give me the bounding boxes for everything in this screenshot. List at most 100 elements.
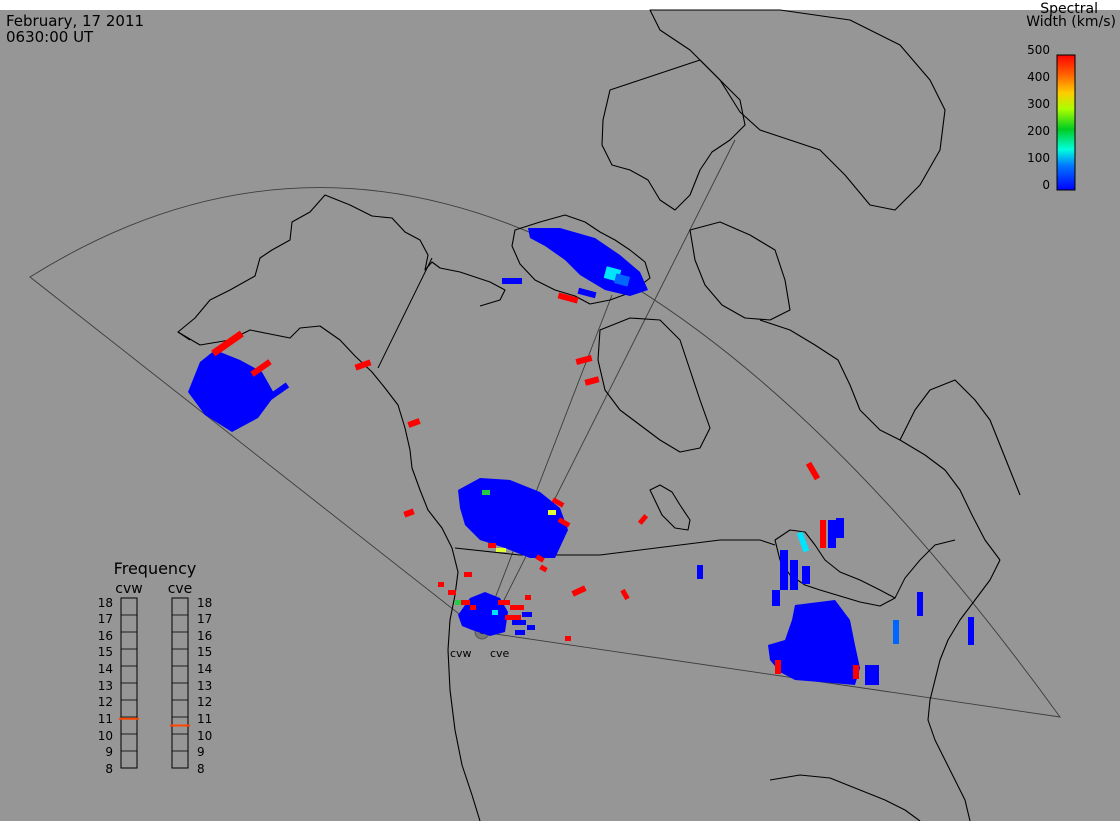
- echo-region: [458, 478, 568, 558]
- spectral-width-colorbar: Spectral Width (km/s) 500 400 300 200 10…: [1026, 1, 1116, 192]
- echo-cell: [438, 582, 444, 587]
- echo-cell: [613, 273, 631, 287]
- alaska-canada-border: [377, 257, 433, 369]
- echo-cell: [525, 595, 531, 600]
- echo-cell: [565, 636, 571, 641]
- frequency-label-cvw: cvw: [115, 581, 142, 597]
- echo-cell: [354, 359, 372, 371]
- echo-cell: [448, 590, 456, 595]
- frequency-grid: [121, 614, 188, 752]
- echo-cell: [211, 330, 244, 357]
- lake-winnipeg: [649, 484, 691, 531]
- freq-tick-left: 17: [98, 612, 113, 626]
- colorbar-tick: 0: [1042, 178, 1050, 192]
- freq-tick-left: 9: [105, 745, 113, 759]
- echo-cell: [557, 517, 571, 528]
- echo-cell: [460, 600, 470, 605]
- echo-cell: [407, 418, 421, 428]
- freq-tick-left: 14: [98, 662, 113, 676]
- echo-cell: [577, 287, 597, 299]
- echo-cell: [515, 630, 525, 635]
- echo-cell: [805, 461, 821, 481]
- freq-tick-right: 13: [197, 679, 212, 693]
- echo-cell: [512, 620, 526, 625]
- canada-usa-east-border: [894, 539, 956, 599]
- map-background: [0, 10, 1120, 821]
- beam-line-cvw: [481, 294, 613, 633]
- echo-cell: [968, 617, 974, 645]
- colorbar-tick: 100: [1027, 151, 1050, 165]
- baffin-island: [689, 221, 791, 321]
- echo-cell: [470, 605, 476, 610]
- echo-cell: [539, 564, 548, 573]
- echo-cell: [796, 531, 810, 553]
- canada-usa-border: [454, 539, 776, 556]
- echo-cell: [403, 508, 415, 518]
- freq-tick-right: 8: [197, 762, 205, 776]
- echo-region: [458, 592, 508, 636]
- colorbar-tick: 400: [1027, 70, 1050, 84]
- alaska-coastline: [177, 194, 506, 341]
- scatter-echoes: [188, 228, 974, 685]
- labrador-quebec-coast: [759, 319, 1001, 561]
- echo-cell: [496, 548, 506, 552]
- frequency-label-cve: cve: [168, 581, 193, 597]
- echo-cell: [697, 565, 703, 579]
- echo-cell: [557, 292, 579, 304]
- freq-tick-left: 16: [98, 629, 113, 643]
- echo-cell: [502, 278, 522, 284]
- freq-tick-left: 18: [98, 596, 113, 610]
- echo-cell: [853, 665, 859, 679]
- echo-cell: [498, 600, 510, 605]
- freq-tick-right: 12: [197, 695, 212, 709]
- colorbar-title-line2: Width (km/s): [1026, 14, 1116, 30]
- echo-cell: [637, 514, 649, 525]
- echo-cell: [464, 572, 472, 577]
- east-coast-usa: [927, 559, 1001, 821]
- freq-tick-right: 9: [197, 745, 205, 759]
- echo-cell: [917, 592, 923, 616]
- freq-tick-right: 14: [197, 662, 212, 676]
- freq-tick-right: 18: [197, 596, 212, 610]
- freq-tick-left: 10: [98, 729, 113, 743]
- colorbar-tick: 200: [1027, 124, 1050, 138]
- echo-cell: [482, 490, 490, 495]
- freq-tick-right: 10: [197, 729, 212, 743]
- echo-cell: [820, 520, 826, 548]
- echo-region: [768, 600, 860, 685]
- echo-cell: [548, 510, 556, 515]
- freq-tick-right: 11: [197, 712, 212, 726]
- freq-tick-right: 17: [197, 612, 212, 626]
- freq-tick-left: 13: [98, 679, 113, 693]
- frequency-tick-labels: 18 17 16 15 14 13 12 11 10 9 8 18 17 16 …: [98, 596, 213, 776]
- colorbar-tick: 500: [1027, 43, 1050, 57]
- borders: [377, 257, 956, 599]
- echo-cell: [584, 376, 600, 386]
- radar-label-cvw: cvw: [450, 647, 472, 660]
- echo-cell: [575, 355, 593, 365]
- colorbar-gradient: [1056, 54, 1076, 191]
- radar-label-cve: cve: [490, 647, 510, 660]
- echo-cell: [505, 615, 521, 620]
- echo-cell: [772, 590, 780, 606]
- colorbar-tick: 300: [1027, 97, 1050, 111]
- freq-tick-left: 8: [105, 762, 113, 776]
- echo-cell: [802, 566, 810, 584]
- echo-cell: [790, 560, 798, 590]
- echo-cell: [262, 382, 290, 404]
- colorbar-title-line1: Spectral: [1040, 1, 1098, 17]
- echo-cell: [571, 585, 587, 597]
- echo-cell: [510, 605, 524, 610]
- echo-cell: [828, 520, 836, 548]
- echo-cell: [455, 600, 461, 605]
- date-label: February, 17 2011: [6, 12, 144, 30]
- echo-cell: [775, 660, 781, 674]
- echo-cell: [250, 359, 272, 377]
- echo-cell: [865, 665, 879, 685]
- frequency-title: Frequency: [114, 559, 197, 578]
- echo-cell: [488, 543, 496, 548]
- freq-tick-right: 15: [197, 645, 212, 659]
- echo-cell: [551, 497, 565, 508]
- time-label: 0630:00 UT: [6, 28, 94, 46]
